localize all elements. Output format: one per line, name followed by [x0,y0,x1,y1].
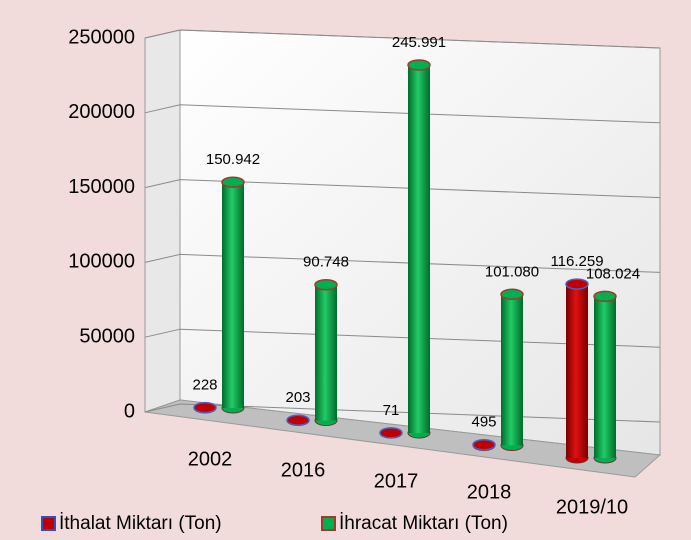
grid-line [144,403,661,423]
grid-line [144,29,661,49]
value-label: 71 [383,402,400,419]
value-label: 203 [285,389,310,406]
grid-line [144,253,661,273]
legend-label: İhracat Miktarı (Ton) [339,513,508,534]
value-label: 495 [471,414,496,431]
grid-line [144,104,661,124]
bar-top [593,290,617,303]
x-tick-label: 2019/10 [556,496,628,518]
bar-top [472,439,496,451]
bar-top [379,427,403,439]
legend-swatch [41,516,56,531]
bar-top [500,288,524,301]
bar [315,284,337,421]
bar-top [314,278,338,291]
bar-top [221,176,245,188]
value-label: 101.080 [485,263,539,280]
bar [566,284,588,458]
value-label: 245.991 [392,34,446,51]
x-tick-label: 2018 [467,481,512,503]
value-label: 90.748 [303,254,349,271]
y-tick-label: 50000 [79,325,135,347]
y-tick-label: 200000 [68,101,135,123]
bar-top [407,59,431,71]
x-tick-label: 2016 [281,459,326,481]
x-tick-label: 2002 [188,448,233,470]
bar-top [286,414,310,426]
y-tick-label: 150000 [68,176,135,198]
bar-top [193,401,217,414]
bar [408,64,430,433]
value-label: 228 [192,377,217,394]
grid-line [144,179,661,199]
bar-top [565,278,589,290]
bar [594,296,616,458]
y-tick-label: 100000 [68,251,135,273]
y-tick-label: 0 [124,400,135,422]
floor [144,399,662,478]
bar [222,182,244,408]
value-label: 108.024 [586,265,640,282]
legend-label: İthalat Miktarı (Ton) [59,513,222,534]
value-label: 116.259 [550,253,603,270]
side-wall [144,29,181,413]
x-tick-label: 2017 [374,470,419,492]
legend-swatch [321,516,336,531]
value-label: 150.942 [206,151,260,168]
y-tick-label: 250000 [68,26,135,48]
bar [501,294,523,446]
grid-line [144,328,661,348]
